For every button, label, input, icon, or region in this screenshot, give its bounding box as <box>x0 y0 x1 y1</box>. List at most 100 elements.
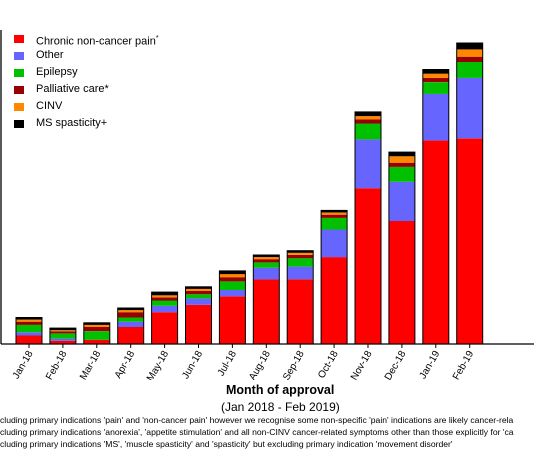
bar-segment-aug-18-5 <box>253 255 280 258</box>
bar-segment-dec-18-3 <box>388 162 415 167</box>
bar-segment-sep-18-2 <box>287 258 314 267</box>
bar-segment-jan-18-5 <box>16 317 42 320</box>
bar-segment-feb-18-4 <box>49 330 76 332</box>
bar-segment-aug-18-1 <box>253 267 280 280</box>
x-axis-subtitle: (Jan 2018 - Feb 2019) <box>221 400 340 414</box>
bar-segment-oct-18-1 <box>321 229 348 258</box>
bar-segment-nov-18-3 <box>355 119 381 124</box>
bar-segment-feb-19-1 <box>456 77 483 139</box>
bar-segment-jan-19-2 <box>422 82 449 94</box>
bar-segment-nov-18-4 <box>355 116 381 120</box>
x-tick-label: Feb-19 <box>451 349 477 380</box>
bar-segment-feb-18-0 <box>49 340 76 344</box>
legend-swatch-cinv <box>14 103 24 111</box>
bar-segment-jan-19-1 <box>422 93 449 141</box>
bar-segment-jan-19-5 <box>422 69 449 74</box>
bar-segment-jun-18-5 <box>185 286 212 289</box>
bar-segment-jan-19-4 <box>422 73 449 78</box>
x-tick-label: Jan-19 <box>418 349 443 380</box>
legend-label-epilepsy: Epilepsy <box>36 66 78 78</box>
legend-label-other: Other <box>36 49 64 61</box>
bar-segment-dec-18-2 <box>388 167 415 182</box>
bar-segment-jan-18-2 <box>16 324 42 333</box>
bar-segment-nov-18-1 <box>355 139 381 189</box>
bar-segment-jan-18-1 <box>16 332 42 336</box>
bar-segment-jan-18-3 <box>16 321 42 325</box>
bar-segment-aug-18-3 <box>253 259 280 263</box>
x-axis-title: Month of approval <box>226 383 335 397</box>
bar-segment-nov-18-5 <box>355 111 381 117</box>
legend-swatch-palliative-care <box>14 86 24 94</box>
bar-segment-aug-18-2 <box>253 262 280 268</box>
bar-segment-feb-18-5 <box>49 328 76 331</box>
bar-segment-jun-18-2 <box>185 294 212 299</box>
bar-segment-apr-18-0 <box>117 327 144 344</box>
x-tick-label: Sep-18 <box>281 349 307 380</box>
x-tick-label: Apr-18 <box>113 349 138 380</box>
legend-label-chronic-pain: Chronic non-cancer pain <box>36 35 156 48</box>
bar-segment-jul-18-1 <box>219 289 246 297</box>
bar-segment-may-18-4 <box>151 295 178 298</box>
bar-segment-feb-18-2 <box>49 333 76 339</box>
bar-segment-sep-18-3 <box>287 255 314 259</box>
bar-segment-feb-19-2 <box>456 62 483 78</box>
bar-segment-nov-18-2 <box>355 123 381 140</box>
bar-segment-apr-18-1 <box>117 321 144 327</box>
bar-segment-dec-18-0 <box>388 221 415 344</box>
bar-segment-nov-18-0 <box>355 188 381 344</box>
bar-segment-jan-19-0 <box>422 140 449 344</box>
bar-segment-jan-19-3 <box>422 77 449 83</box>
legend-swatch-ms-spasticity <box>14 120 24 128</box>
bar-segment-jul-18-2 <box>219 281 246 290</box>
legend-marker-palliative-care: * <box>104 83 109 95</box>
bar-segment-aug-18-4 <box>253 257 280 260</box>
bar-segment-dec-18-1 <box>388 181 415 221</box>
bar-segment-feb-18-3 <box>49 331 76 334</box>
bar-segment-dec-18-5 <box>388 152 415 157</box>
x-tick-label: Oct-18 <box>316 349 341 380</box>
footnote-2: cluding primary indications 'anorexia', … <box>0 427 514 437</box>
bar-segment-may-18-5 <box>151 292 178 296</box>
x-tick-label: Aug-18 <box>247 349 273 380</box>
x-tick-label: May-18 <box>145 349 171 380</box>
legend-label-ms-spasticity: MS spasticity <box>36 117 101 129</box>
bar-segment-mar-18-3 <box>83 327 110 332</box>
bar-segment-feb-18-1 <box>49 338 76 341</box>
bar-segment-mar-18-0 <box>83 339 110 344</box>
bar-segment-oct-18-4 <box>321 212 348 215</box>
bar-segment-jul-18-3 <box>219 277 246 282</box>
bar-segment-feb-19-0 <box>456 138 483 344</box>
bar-segment-jul-18-4 <box>219 274 246 278</box>
chart: Jan-18 Feb-18 Mar-18 Apr-18 May-18 Jun-18 Jul-… <box>0 30 534 380</box>
x-tick-label: Feb-18 <box>44 349 70 380</box>
bar-segment-may-18-1 <box>151 305 178 313</box>
bar-segment-oct-18-3 <box>321 214 348 218</box>
bar-segment-apr-18-4 <box>117 310 144 313</box>
bar-segment-jul-18-0 <box>219 296 246 344</box>
bar-segment-sep-18-0 <box>287 279 314 344</box>
bar-segment-jun-18-4 <box>185 288 212 291</box>
bar-segment-feb-19-5 <box>456 43 483 50</box>
legend-swatch-chronic-pain <box>14 35 24 43</box>
bar-segment-oct-18-2 <box>321 217 348 230</box>
bar-segment-jun-18-1 <box>185 298 212 305</box>
legend-swatch-epilepsy <box>14 69 24 77</box>
legend-swatch-other <box>14 52 24 60</box>
x-tick-label: Mar-18 <box>78 349 104 380</box>
bar-segment-feb-19-3 <box>456 56 483 62</box>
bar-segment-apr-18-2 <box>117 317 144 322</box>
bars-group <box>15 42 484 345</box>
x-tick-label: Nov-18 <box>349 349 375 380</box>
bar-segment-sep-18-1 <box>287 266 314 280</box>
bar-segment-feb-19-4 <box>456 49 483 57</box>
bar-segment-aug-18-0 <box>253 279 280 344</box>
x-ticks-group: Jan-18 Feb-18 Mar-18 Apr-18 May-18 Jun-18 Jul-… <box>11 344 477 380</box>
x-tick-label: Dec-18 <box>383 349 409 380</box>
footnote-3: cluding primary indications 'MS', 'muscl… <box>0 439 453 449</box>
bar-segment-may-18-2 <box>151 300 178 306</box>
bar-segment-dec-18-4 <box>388 156 415 163</box>
bar-segment-sep-18-4 <box>287 252 314 255</box>
bar-segment-apr-18-3 <box>117 312 144 318</box>
x-tick-label: Jan-18 <box>11 349 36 380</box>
legend-label-cinv: CINV <box>36 100 63 112</box>
